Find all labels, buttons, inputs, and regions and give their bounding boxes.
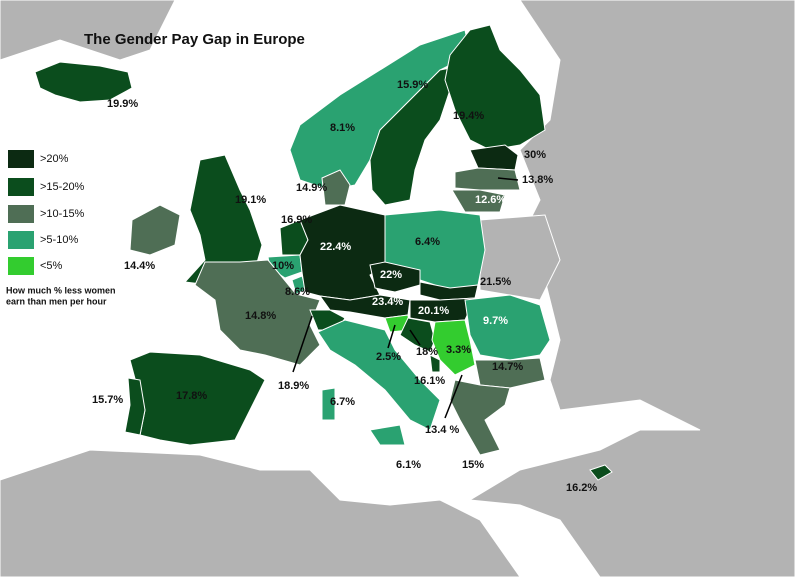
value-label: 18% bbox=[416, 346, 438, 358]
value-label: 20.1% bbox=[418, 305, 449, 317]
value-label: 14.4% bbox=[124, 260, 155, 272]
legend: >20% >15-20% >10-15% >5-10% <5% How much… bbox=[6, 150, 116, 306]
value-label: 14.9% bbox=[296, 182, 327, 194]
value-label: 19.1% bbox=[235, 194, 266, 206]
value-label: 21.5% bbox=[480, 276, 511, 288]
value-label: 14.8% bbox=[245, 310, 276, 322]
value-label: 22.4% bbox=[320, 241, 351, 253]
value-label: 23.4% bbox=[372, 296, 403, 308]
value-label: 9.7% bbox=[483, 315, 508, 327]
value-label: 3.3% bbox=[446, 344, 471, 356]
value-label: 19.4% bbox=[453, 110, 484, 122]
legend-swatch bbox=[8, 205, 34, 223]
legend-label: <5% bbox=[40, 260, 63, 272]
leader-lines bbox=[292, 177, 519, 419]
value-label: 30% bbox=[524, 149, 546, 161]
legend-swatch bbox=[8, 231, 34, 249]
value-label: 13.4 % bbox=[425, 424, 459, 436]
value-label: 12.6% bbox=[475, 194, 506, 206]
legend-swatch bbox=[8, 257, 34, 275]
value-label: 13.8% bbox=[522, 174, 553, 186]
value-label: 10% bbox=[272, 260, 294, 272]
legend-note: earn than men per hour bbox=[6, 296, 107, 306]
value-label: 18.9% bbox=[278, 380, 309, 392]
value-label: 16.9% bbox=[281, 214, 312, 226]
value-label: 15% bbox=[462, 459, 484, 471]
value-label: 16.1% bbox=[414, 375, 445, 387]
value-labels: 19.9% 8.1% 15.9% 19.4% 30% 13.8% 12.6% 14.9% 19.… bbox=[92, 79, 597, 494]
legend-note: How much % less women bbox=[6, 285, 116, 295]
legend-swatch bbox=[8, 150, 34, 168]
value-label: 6.7% bbox=[330, 396, 355, 408]
countries bbox=[34, 24, 613, 481]
value-label: 15.7% bbox=[92, 394, 123, 406]
value-label: 16.2% bbox=[566, 482, 597, 494]
value-label: 8.6% bbox=[285, 286, 310, 298]
legend-label: >10-15% bbox=[40, 208, 85, 220]
value-label: 22% bbox=[380, 269, 402, 281]
value-label: 2.5% bbox=[376, 351, 401, 363]
value-label: 19.9% bbox=[107, 98, 138, 110]
title: The Gender Pay Gap in Europe bbox=[84, 31, 305, 48]
legend-label: >5-10% bbox=[40, 234, 78, 246]
legend-label: >15-20% bbox=[40, 181, 85, 193]
legend-label: >20% bbox=[40, 153, 69, 165]
value-label: 6.1% bbox=[396, 459, 421, 471]
value-label: 6.4% bbox=[415, 236, 440, 248]
legend-swatch bbox=[8, 178, 34, 196]
value-label: 15.9% bbox=[397, 79, 428, 91]
value-label: 14.7% bbox=[492, 361, 523, 373]
value-label: 17.8% bbox=[176, 390, 207, 402]
value-label: 8.1% bbox=[330, 122, 355, 134]
